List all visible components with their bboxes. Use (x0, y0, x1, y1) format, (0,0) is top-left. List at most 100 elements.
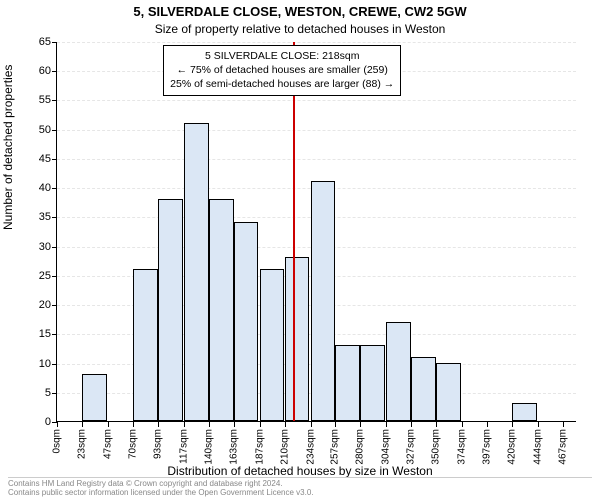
x-tick-label: 420sqm (507, 429, 518, 465)
x-tick-mark (436, 421, 437, 427)
histogram-bar (209, 199, 234, 421)
footer-line1: Contains HM Land Registry data © Crown c… (8, 479, 592, 489)
x-tick-label: 23sqm (76, 429, 87, 459)
x-tick-label: 280sqm (355, 429, 366, 465)
y-tick-mark (52, 334, 57, 335)
x-tick-mark (184, 421, 185, 427)
histogram-bar (285, 257, 310, 421)
y-tick-mark (52, 130, 57, 131)
histogram-bar (82, 374, 107, 421)
histogram-bar (360, 345, 385, 421)
x-tick-label: 140sqm (203, 429, 214, 465)
annotation-line: ← 75% of detached houses are smaller (25… (170, 63, 394, 77)
y-tick-label: 15 (21, 328, 51, 340)
y-tick-label: 20 (21, 299, 51, 311)
x-tick-label: 397sqm (482, 429, 493, 465)
x-tick-label: 117sqm (178, 429, 189, 464)
y-tick-label: 60 (21, 65, 51, 77)
x-tick-label: 374sqm (457, 429, 468, 465)
gridline (57, 159, 576, 160)
histogram-bar (260, 269, 285, 421)
x-tick-mark (209, 421, 210, 427)
histogram-bar (335, 345, 360, 421)
plot-area: 051015202530354045505560650sqm23sqm47sqm… (56, 42, 576, 422)
annotation-line: 5 SILVERDALE CLOSE: 218sqm (170, 49, 394, 63)
y-tick-label: 65 (21, 36, 51, 48)
y-tick-label: 5 (21, 387, 51, 399)
x-tick-mark (285, 421, 286, 427)
y-tick-label: 35 (21, 211, 51, 223)
y-tick-label: 30 (21, 241, 51, 253)
x-tick-mark (462, 421, 463, 427)
y-axis-label: Number of detached properties (1, 65, 15, 230)
reference-line (293, 42, 295, 421)
footer-line2: Contains public sector information licen… (8, 488, 592, 498)
y-tick-mark (52, 159, 57, 160)
y-tick-mark (52, 247, 57, 248)
y-tick-mark (52, 393, 57, 394)
x-tick-mark (234, 421, 235, 427)
y-tick-mark (52, 364, 57, 365)
gridline (57, 130, 576, 131)
x-tick-label: 257sqm (330, 429, 341, 465)
x-tick-mark (411, 421, 412, 427)
y-tick-label: 55 (21, 94, 51, 106)
histogram-bar (184, 123, 209, 421)
y-tick-mark (52, 305, 57, 306)
annotation-line: 25% of semi-detached houses are larger (… (170, 77, 394, 91)
gridline (57, 42, 576, 43)
x-tick-label: 444sqm (533, 429, 544, 465)
x-tick-mark (82, 421, 83, 427)
x-tick-label: 350sqm (431, 429, 442, 465)
footer-licence: Contains HM Land Registry data © Crown c… (8, 477, 592, 498)
chart-subtitle: Size of property relative to detached ho… (0, 22, 600, 36)
x-tick-mark (133, 421, 134, 427)
chart-title-address: 5, SILVERDALE CLOSE, WESTON, CREWE, CW2 … (0, 4, 600, 19)
y-tick-label: 0 (21, 416, 51, 428)
x-tick-label: 93sqm (152, 429, 163, 459)
y-tick-mark (52, 100, 57, 101)
x-tick-label: 234sqm (305, 429, 316, 465)
x-tick-label: 163sqm (228, 429, 239, 465)
gridline (57, 100, 576, 101)
x-tick-label: 210sqm (279, 429, 290, 465)
x-tick-mark (57, 421, 58, 427)
x-tick-mark (487, 421, 488, 427)
x-tick-label: 327sqm (406, 429, 417, 465)
x-tick-label: 304sqm (381, 429, 392, 465)
histogram-bar (133, 269, 158, 421)
y-tick-mark (52, 217, 57, 218)
x-tick-label: 467sqm (557, 429, 568, 465)
histogram-bar (234, 222, 259, 421)
y-tick-mark (52, 42, 57, 43)
x-tick-mark (360, 421, 361, 427)
x-tick-mark (386, 421, 387, 427)
x-tick-mark (538, 421, 539, 427)
histogram-bar (411, 357, 436, 421)
y-tick-label: 25 (21, 270, 51, 282)
histogram-bar (436, 363, 461, 421)
y-tick-label: 10 (21, 358, 51, 370)
x-tick-label: 0sqm (52, 429, 63, 453)
x-tick-mark (512, 421, 513, 427)
histogram-bar (386, 322, 411, 421)
x-tick-mark (260, 421, 261, 427)
y-tick-label: 40 (21, 182, 51, 194)
x-tick-label: 70sqm (127, 429, 138, 459)
y-tick-label: 50 (21, 124, 51, 136)
x-tick-mark (311, 421, 312, 427)
x-tick-mark (158, 421, 159, 427)
x-tick-mark (108, 421, 109, 427)
x-tick-label: 187sqm (254, 429, 265, 465)
x-tick-mark (563, 421, 564, 427)
y-tick-mark (52, 276, 57, 277)
histogram-bar (158, 199, 183, 421)
histogram-bar (311, 181, 336, 421)
x-tick-label: 47sqm (102, 429, 113, 459)
annotation-box: 5 SILVERDALE CLOSE: 218sqm← 75% of detac… (163, 45, 401, 96)
y-tick-label: 45 (21, 153, 51, 165)
y-tick-mark (52, 71, 57, 72)
x-tick-mark (335, 421, 336, 427)
y-tick-mark (52, 188, 57, 189)
histogram-bar (512, 403, 537, 421)
